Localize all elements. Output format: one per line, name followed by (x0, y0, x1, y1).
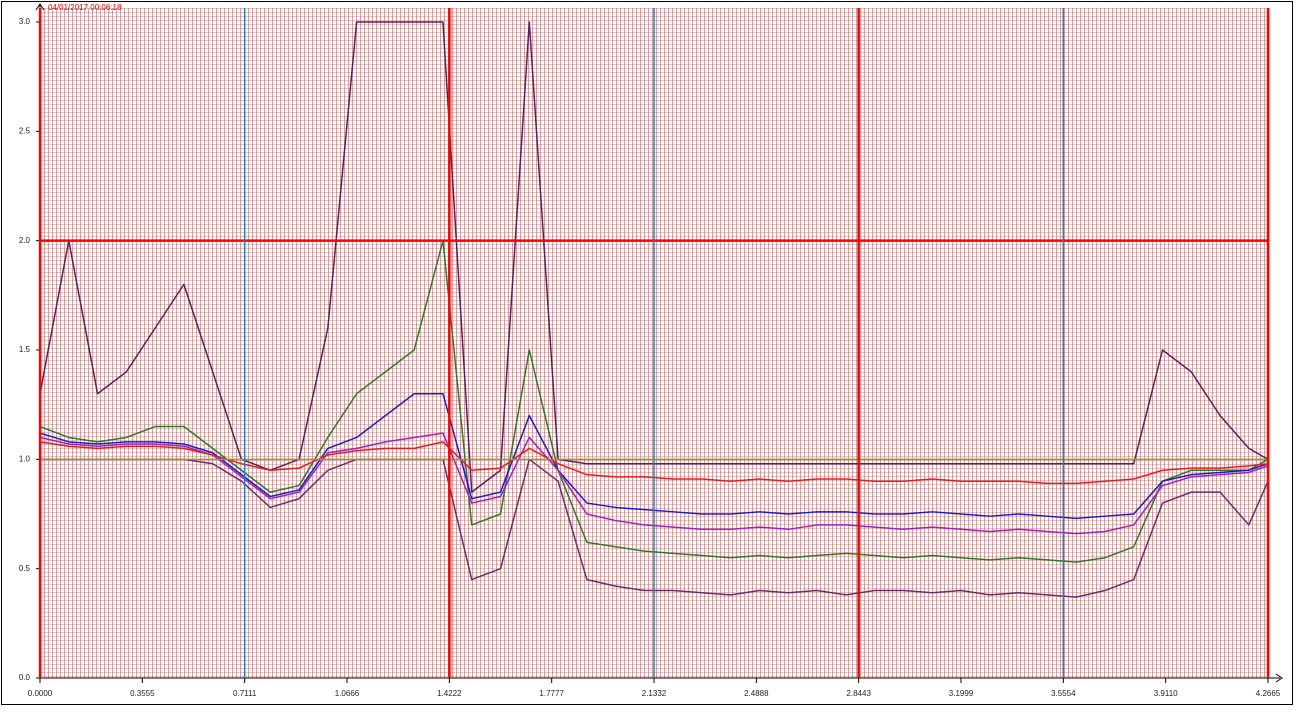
x-tick-label: 2.1332 (642, 689, 667, 698)
series-line (40, 458, 1268, 598)
x-tick-label: 3.5554 (1051, 689, 1076, 698)
y-tick-label: 2.5 (19, 126, 31, 135)
series-line (40, 239, 1268, 563)
x-tick-label: 3.1999 (949, 689, 974, 698)
series-line (40, 441, 1268, 485)
x-tick-label: 1.4222 (437, 689, 462, 698)
plot-area (40, 21, 1268, 598)
y-tick-label: 0.5 (19, 564, 31, 573)
x-tick-label: 2.8443 (846, 689, 871, 698)
x-tick-label: 1.7777 (539, 689, 564, 698)
x-tick-label: 3.9110 (1154, 689, 1178, 698)
timestamp: 04/01/2017 00:06:18 (48, 3, 122, 12)
y-tick-label: 1.0 (19, 454, 31, 463)
y-tick-label: 3.0 (19, 17, 31, 26)
x-tick-label: 1.0666 (335, 689, 360, 698)
x-arrow (1275, 673, 1283, 683)
x-tick-label: 4.2665 (1256, 689, 1281, 698)
y-arrow (35, 3, 45, 11)
y-tick-label: 2.0 (19, 236, 31, 245)
x-tick-label: 0.0000 (28, 689, 53, 698)
y-tick-label: 0.0 (19, 673, 31, 682)
series-line (40, 432, 1268, 535)
series-line (40, 21, 1268, 493)
x-tick-label: 2.4888 (744, 689, 769, 698)
y-tick-label: 1.5 (19, 345, 31, 354)
x-tick-label: 0.7111 (233, 689, 257, 698)
series-line (40, 392, 1268, 520)
x-tick-label: 0.3555 (130, 689, 155, 698)
